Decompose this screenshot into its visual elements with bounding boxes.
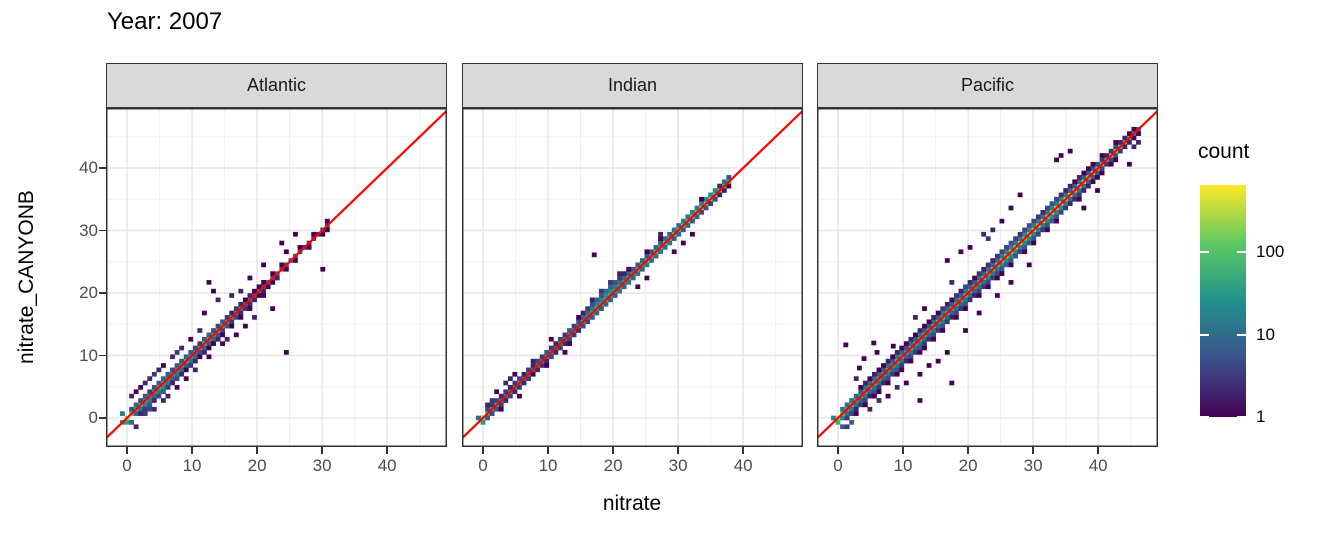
- x-tick-mark: [547, 447, 549, 454]
- legend-title: count: [1198, 140, 1250, 163]
- gridlines: [106, 108, 447, 447]
- facet-strip-indian: Indian: [462, 63, 803, 108]
- y-tick-label: 30: [79, 220, 98, 240]
- x-tick-label: 40: [733, 456, 753, 475]
- x-tick-mark: [677, 447, 679, 454]
- x-tick-label: 30: [312, 456, 332, 475]
- panel-atlantic: [106, 108, 447, 447]
- y-tick-label: 10: [79, 345, 98, 365]
- x-tick-mark: [967, 447, 969, 454]
- x-tick-label: 20: [603, 456, 623, 475]
- identity-line: [106, 109, 447, 439]
- x-tick-mark: [126, 447, 128, 454]
- x-tick-label: 20: [958, 456, 978, 475]
- y-axis-title: nitrate_CANYONB: [15, 190, 38, 364]
- panel-border: [817, 108, 1158, 447]
- y-tick-mark: [99, 292, 106, 294]
- x-tick-label: 30: [1023, 456, 1043, 475]
- legend-tick-label: 100: [1256, 242, 1285, 262]
- x-tick-mark: [612, 447, 614, 454]
- legend-tick-mark: [1237, 416, 1246, 417]
- x-tick-mark: [837, 447, 839, 454]
- legend-tick-label: 10: [1256, 324, 1275, 344]
- y-tick-label: 40: [79, 158, 98, 177]
- facet-strip-label: Atlantic: [246, 75, 307, 95]
- y-tick-mark: [99, 417, 106, 419]
- identity-line: [462, 109, 803, 439]
- legend-tick-mark: [1237, 333, 1246, 336]
- y-tick-mark: [99, 229, 106, 232]
- legend-tick-mark: [1200, 416, 1209, 417]
- x-tick-mark: [1032, 447, 1034, 454]
- facet-strip-pacific: Pacific: [817, 63, 1158, 108]
- x-tick-label: 40: [377, 456, 397, 475]
- plot-title: Year: 2007: [107, 8, 223, 35]
- facet-strip-label: Pacific: [960, 75, 1014, 95]
- x-tick-label: 0: [478, 456, 488, 475]
- x-tick-label: 20: [247, 456, 267, 475]
- legend-colorbar: [1200, 185, 1246, 417]
- x-tick-label: 10: [538, 456, 558, 475]
- y-tick-label: 20: [79, 283, 98, 302]
- panel-pacific: [817, 108, 1158, 447]
- x-tick-mark: [321, 447, 323, 454]
- x-tick-label: 10: [182, 456, 202, 475]
- x-tick-mark: [386, 447, 388, 454]
- x-tick-label: 30: [668, 456, 688, 475]
- legend-tick-mark: [1200, 251, 1209, 254]
- x-tick-mark: [1097, 447, 1099, 454]
- x-tick-label: 0: [122, 456, 132, 475]
- panel-indian: [462, 108, 803, 447]
- identity-line: [817, 109, 1158, 439]
- legend-tick-mark: [1200, 333, 1209, 336]
- x-tick-mark: [902, 447, 904, 454]
- legend-tick-label: 1: [1256, 407, 1266, 426]
- facet-strip-label: Indian: [607, 75, 658, 95]
- x-tick-mark: [742, 447, 744, 454]
- x-tick-mark: [191, 447, 193, 454]
- panel-border: [462, 108, 803, 447]
- x-tick-label: 40: [1088, 456, 1108, 475]
- x-tick-mark: [256, 447, 258, 454]
- legend-tick-mark: [1237, 251, 1246, 254]
- x-tick-label: 0: [833, 456, 843, 475]
- x-tick-mark: [482, 447, 484, 454]
- y-tick-mark: [99, 167, 106, 169]
- facet-strip-atlantic: Atlantic: [106, 63, 447, 108]
- y-tick-mark: [99, 354, 106, 357]
- y-tick-label: 0: [88, 408, 98, 427]
- x-tick-label: 10: [893, 456, 913, 475]
- x-axis-title: nitrate: [602, 492, 662, 515]
- panel-border: [106, 108, 447, 447]
